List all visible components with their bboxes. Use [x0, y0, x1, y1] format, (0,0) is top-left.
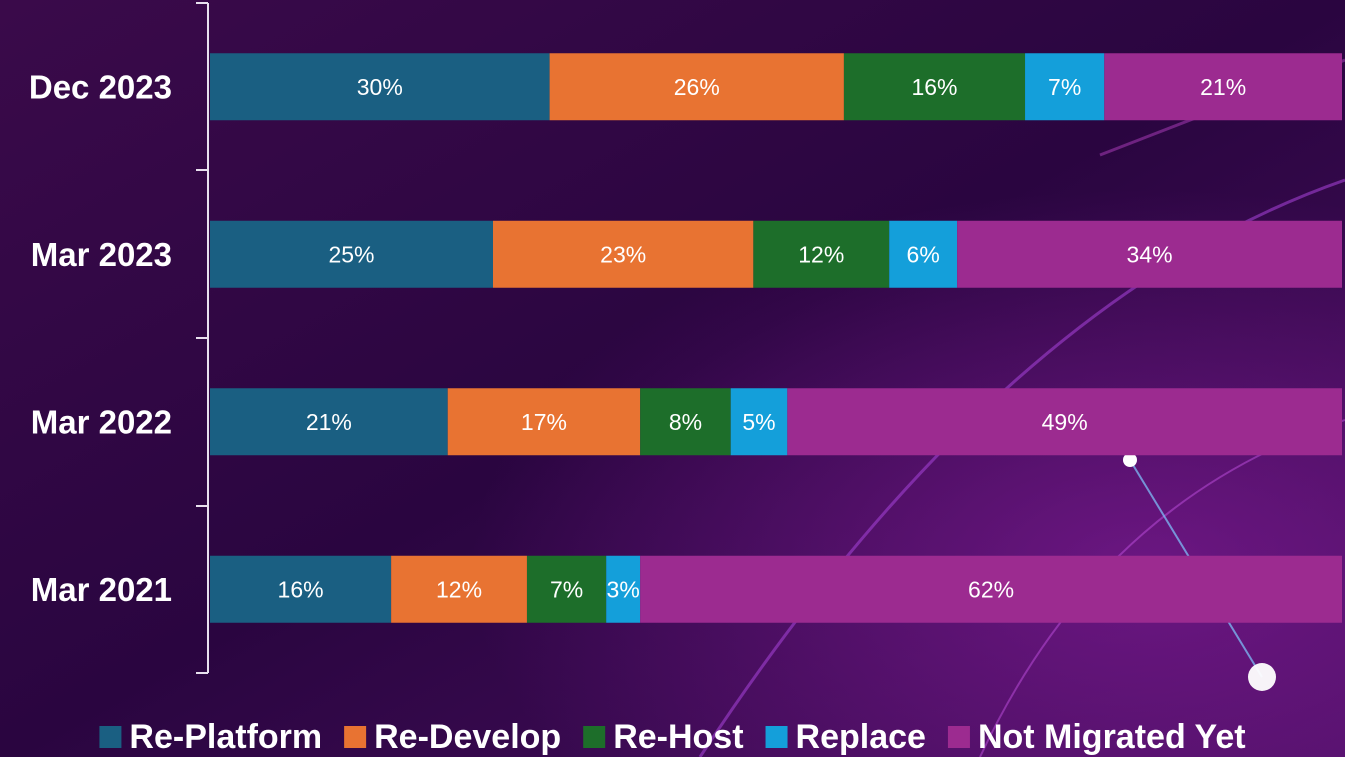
legend-label: Re-Develop: [374, 718, 561, 756]
value-label: 17%: [521, 409, 567, 435]
value-label: 7%: [1048, 74, 1081, 100]
legend-label: Not Migrated Yet: [978, 718, 1246, 756]
category-label: Dec 2023: [29, 68, 172, 105]
value-label: 16%: [278, 576, 324, 602]
legend-label: Re-Platform: [129, 718, 322, 756]
legend-swatch: [948, 726, 970, 748]
value-label: 3%: [607, 576, 640, 602]
value-label: 25%: [328, 241, 374, 267]
value-label: 30%: [357, 74, 403, 100]
legend-label: Re-Host: [613, 718, 743, 756]
legend-swatch: [344, 726, 366, 748]
value-label: 21%: [306, 409, 352, 435]
value-label: 62%: [968, 576, 1014, 602]
value-label: 23%: [600, 241, 646, 267]
category-label: Mar 2023: [31, 236, 172, 273]
category-label: Mar 2021: [31, 571, 172, 608]
value-label: 26%: [674, 74, 720, 100]
value-label: 5%: [742, 409, 775, 435]
category-label: Mar 2022: [31, 403, 172, 440]
value-label: 8%: [669, 409, 702, 435]
value-label: 34%: [1127, 241, 1173, 267]
chart: Dec 2023 30% 26% 16% 7% 21% Mar 2023 25% 23% 12% 6…: [0, 0, 1345, 757]
legend-swatch: [99, 726, 121, 748]
legend-swatch: [583, 726, 605, 748]
value-label: 21%: [1200, 74, 1246, 100]
decor-dot: [1248, 663, 1276, 691]
value-label: 49%: [1042, 409, 1088, 435]
value-label: 7%: [550, 576, 583, 602]
value-label: 12%: [798, 241, 844, 267]
page: Dec 2023 30% 26% 16% 7% 21% Mar 2023 25% 23% 12% 6…: [0, 0, 1345, 757]
value-label: 12%: [436, 576, 482, 602]
legend-label: Replace: [796, 718, 926, 756]
value-label: 16%: [911, 74, 957, 100]
legend-swatch: [766, 726, 788, 748]
value-label: 6%: [907, 241, 940, 267]
